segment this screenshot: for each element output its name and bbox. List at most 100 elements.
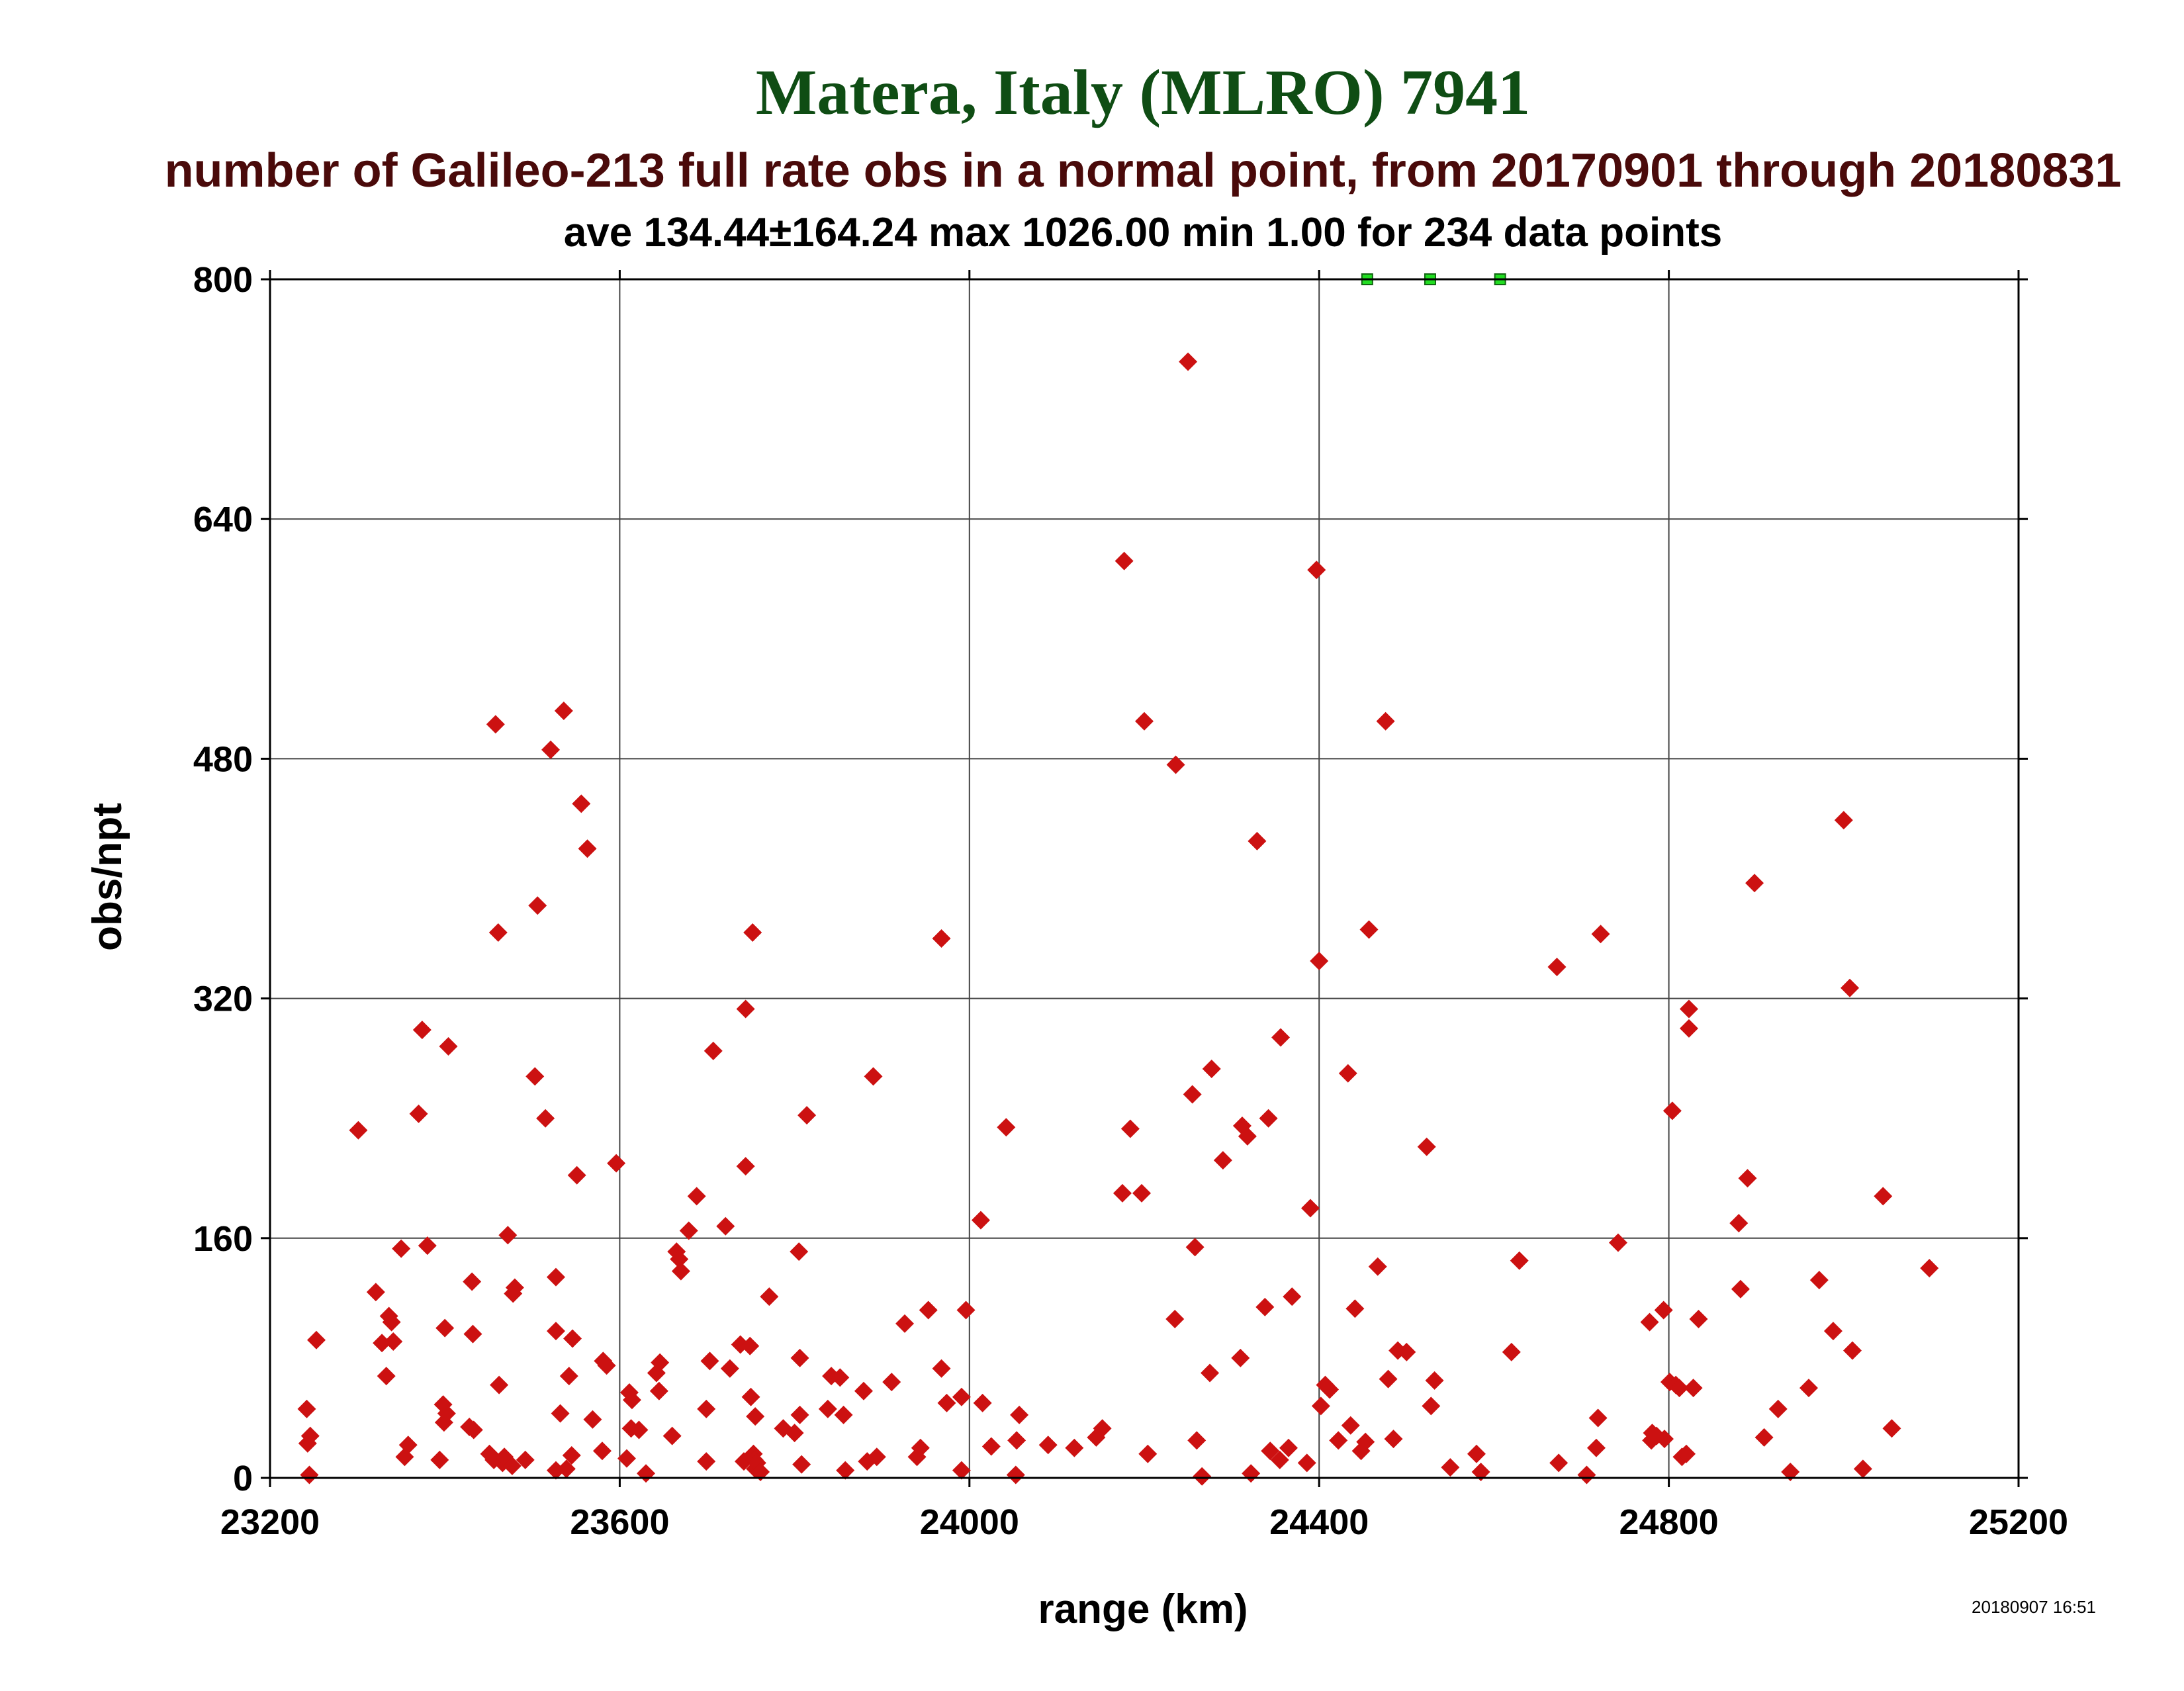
data-point [1874,1187,1893,1206]
y-tick-label: 800 [193,260,253,300]
data-point [1179,352,1198,371]
data-point [541,740,561,759]
data-point [1882,1419,1901,1438]
data-point [622,1391,641,1410]
data-point [1183,1085,1202,1104]
data-point [790,1348,809,1367]
data-point [554,701,573,720]
data-point [679,1221,698,1240]
data-point [592,1441,612,1461]
data-point [1165,1310,1185,1329]
data-point [1345,1299,1365,1318]
x-tick-label: 24000 [920,1502,1019,1542]
data-point [720,1359,739,1378]
data-point [1065,1438,1084,1457]
data-point [997,1118,1016,1137]
x-tick-label: 24400 [1269,1502,1369,1542]
data-point [1679,1019,1698,1038]
data-point [1662,1101,1682,1120]
data-points [297,352,1939,1486]
data-point [1320,1380,1340,1399]
data-point [525,1067,545,1086]
chart-subtitle: number of Galileo-213 full rate obs in a… [165,144,2122,197]
data-point [751,1462,770,1481]
data-point [384,1332,403,1351]
data-point [1283,1287,1302,1306]
data-point [671,1261,690,1281]
x-axis-label: range (km) [1038,1586,1248,1632]
y-tick-label: 320 [193,980,253,1019]
data-point [1608,1233,1627,1252]
data-point [1422,1396,1441,1416]
data-point [1745,874,1764,893]
data-point [1310,952,1329,971]
data-point [1271,1028,1291,1047]
data-point [1187,1431,1206,1450]
data-point [1471,1462,1490,1481]
data-point [430,1450,449,1469]
data-point [1655,1430,1674,1449]
data-point [743,923,762,942]
data-point [1368,1257,1387,1276]
data-point [1006,1465,1025,1485]
data-point [834,1405,853,1424]
data-point [895,1314,915,1333]
data-point [418,1236,437,1256]
data-point [760,1287,779,1306]
data-point [1768,1399,1788,1418]
data-point [790,1405,809,1424]
data-point [578,839,597,858]
data-point [546,1322,565,1341]
data-point [1166,755,1185,774]
x-tick-label: 25200 [1969,1502,2068,1542]
data-point [1297,1453,1316,1473]
data-point [1341,1416,1360,1435]
data-point [952,1387,971,1406]
data-point [1654,1301,1673,1320]
data-point [973,1393,992,1412]
data-point [1841,978,1860,997]
data-point [502,1456,522,1475]
data-point [1010,1405,1029,1424]
data-point [1684,1379,1703,1398]
data-point [1231,1348,1250,1367]
data-point [437,1404,456,1423]
data-point [1007,1431,1026,1450]
data-point [1359,920,1379,939]
data-point [700,1351,719,1371]
data-point [557,1459,576,1479]
y-tick-labels: 0 160 320 480 640 800 [193,260,253,1498]
data-point [1754,1428,1774,1447]
data-point [1248,831,1267,850]
data-point [1113,1183,1132,1203]
data-point [528,896,547,915]
data-point [1201,1363,1220,1383]
data-point [392,1239,411,1258]
data-point [551,1404,570,1423]
data-point [1417,1137,1436,1156]
data-point [1135,711,1154,731]
data-point [1689,1310,1708,1329]
data-point [687,1187,706,1206]
y-tick-label: 640 [193,500,253,539]
data-point [300,1426,320,1445]
y-tick-label: 160 [193,1219,253,1259]
data-point [1356,1432,1375,1451]
y-tick-label: 0 [233,1459,253,1498]
data-point [377,1367,396,1386]
data-point [597,1356,616,1375]
data-point [1729,1214,1749,1233]
data-point [792,1455,811,1474]
data-point [1279,1438,1298,1457]
data-point [854,1381,873,1400]
y-tick-label: 480 [193,739,253,779]
data-point [981,1437,1001,1456]
x-tick-labels: 23200 23600 24000 24400 24800 25200 [220,1502,2068,1542]
data-point [797,1106,817,1125]
data-point [1238,1126,1257,1146]
data-point [1502,1342,1521,1361]
data-point [836,1461,855,1480]
data-point [956,1301,976,1320]
